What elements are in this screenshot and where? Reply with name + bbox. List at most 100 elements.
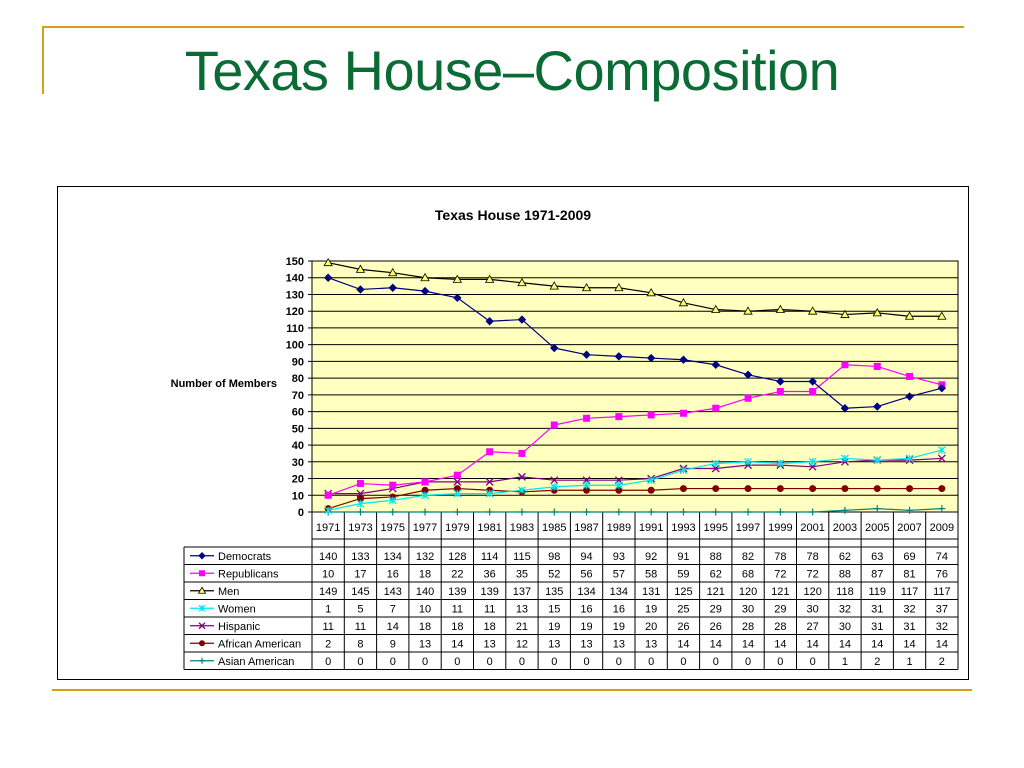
- data-point: [873, 362, 881, 370]
- table-cell-value: 32: [903, 603, 915, 615]
- table-cell-value: 19: [548, 621, 560, 633]
- table-cell-value: 117: [901, 586, 919, 598]
- table-cell-value: 63: [871, 551, 883, 563]
- data-point: [614, 481, 623, 490]
- data-point: [712, 508, 720, 516]
- data-point: [905, 392, 914, 401]
- data-point: [420, 286, 430, 296]
- table-cell-value: 5: [357, 603, 363, 615]
- table-cell-value: 0: [583, 656, 589, 668]
- legend-series-label: Women: [218, 603, 256, 615]
- data-point: [711, 304, 721, 313]
- legend-key-marker: [197, 586, 207, 594]
- table-cell-value: 0: [519, 656, 525, 668]
- decorative-vertical-rule: [42, 26, 44, 94]
- data-point: [615, 508, 623, 516]
- plot-area: [312, 261, 958, 512]
- table-cell-value: 135: [545, 586, 563, 598]
- data-point: [486, 448, 494, 456]
- table-cell-value: 31: [903, 621, 915, 633]
- table-cell-value: 68: [742, 568, 754, 580]
- data-point: [873, 402, 882, 411]
- table-cell-value: 12: [516, 638, 528, 650]
- table-cell-value: 37: [936, 603, 948, 615]
- data-point: [938, 505, 946, 513]
- table-cell-value: 0: [777, 656, 783, 668]
- series-line: [327, 487, 942, 510]
- table-cell-value: 21: [516, 621, 528, 633]
- table-cell-value: 8: [357, 638, 363, 650]
- data-point: [615, 413, 623, 421]
- table-cell-value: 16: [387, 568, 399, 580]
- x-tick-label: 1977: [413, 522, 437, 534]
- table-cell-value: 131: [642, 586, 660, 598]
- table-cell-value: 19: [645, 603, 657, 615]
- table-cell-value: 18: [419, 621, 431, 633]
- series-line: [328, 508, 942, 513]
- table-cell-value: 132: [416, 551, 434, 563]
- table-cell-value: 31: [871, 621, 883, 633]
- table-cell-value: 14: [871, 638, 883, 650]
- data-point: [517, 315, 527, 324]
- data-point: [679, 409, 687, 417]
- table-cell-value: 13: [613, 638, 625, 650]
- table-cell-value: 11: [322, 621, 333, 633]
- y-tick-label: 70: [292, 390, 304, 402]
- data-point: [744, 485, 752, 493]
- data-point: [711, 459, 720, 468]
- x-tick-label: 1983: [510, 522, 534, 534]
- chart-container: Texas House 1971-2009 Number of Members 0 1…: [57, 186, 969, 680]
- table-cell-value: 0: [487, 656, 493, 668]
- table-cell-value: 13: [580, 638, 592, 650]
- data-point: [776, 377, 785, 386]
- data-point: [453, 508, 461, 516]
- data-point: [550, 482, 559, 491]
- y-tick-label: 30: [292, 457, 304, 469]
- data-point: [647, 486, 655, 494]
- legend-key-marker: [198, 622, 206, 630]
- table-cell-value: 0: [648, 656, 654, 668]
- data-point: [388, 496, 397, 505]
- chart-title: Texas House 1971-2009: [435, 207, 591, 223]
- table-cell-value: 0: [680, 656, 686, 668]
- table-cell-value: 119: [868, 586, 886, 598]
- table-cell-value: 137: [513, 586, 531, 598]
- y-tick-label: 10: [292, 490, 304, 502]
- x-tick-label: 2003: [833, 522, 857, 534]
- legend-series-label: Hispanic: [218, 621, 261, 633]
- data-point: [389, 481, 397, 489]
- data-point: [388, 267, 398, 277]
- table-cell-value: 58: [645, 568, 657, 580]
- y-tick-label: 0: [298, 507, 304, 519]
- data-point: [323, 273, 333, 282]
- data-point: [711, 360, 720, 369]
- y-tick-label: 110: [286, 323, 304, 335]
- x-tick-label: 1973: [348, 522, 372, 534]
- data-point: [647, 508, 655, 516]
- table-cell-value: 125: [674, 586, 692, 598]
- table-cell-value: 9: [390, 638, 396, 650]
- data-point: [583, 414, 591, 422]
- table-cell-value: 1: [325, 603, 331, 615]
- table-cell-value: 88: [710, 551, 722, 563]
- table-cell-value: 32: [936, 621, 948, 633]
- table-cell-value: 0: [810, 656, 816, 668]
- table-cell-value: 14: [451, 638, 463, 650]
- data-point: [550, 476, 559, 485]
- series-line: [328, 262, 942, 317]
- data-point: [388, 283, 397, 292]
- x-tick-label: 2009: [930, 522, 954, 534]
- data-point: [840, 309, 850, 318]
- legend-key-marker: [199, 570, 205, 577]
- x-tick-label: 1985: [542, 522, 566, 534]
- legend-key-marker: [198, 552, 206, 560]
- y-tick-label: 150: [286, 256, 304, 268]
- table-cell-value: 19: [580, 621, 592, 633]
- table-cell-value: 13: [419, 638, 431, 650]
- table-cell-value: 19: [613, 621, 625, 633]
- legend-series-label: African American: [218, 638, 301, 650]
- legend-key-marker: [199, 640, 205, 647]
- data-point: [808, 377, 817, 386]
- data-point: [518, 449, 526, 457]
- data-point: [647, 476, 656, 485]
